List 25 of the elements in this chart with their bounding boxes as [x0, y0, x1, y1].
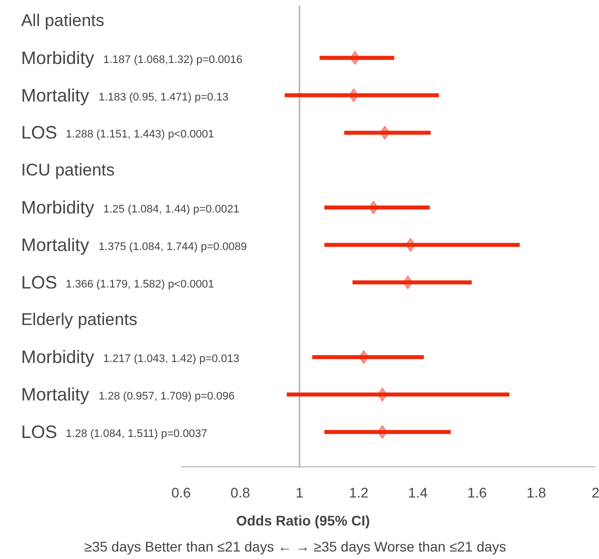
x-axis-title: Odds Ratio (95% CI) — [236, 512, 370, 528]
point — [402, 275, 413, 290]
x-tick-label: 0.6 — [171, 484, 192, 500]
y-tick-label: Mortality 1.183 (0.95, 1.471) p=0.13 — [21, 85, 229, 106]
text: ≥35 days Better than ≤21 days ← → ≥35 days Worse than ≤21 days — [84, 538, 506, 554]
x-tick-label: 1.8 — [526, 484, 546, 500]
y-tick-label: All patients — [21, 10, 104, 30]
x-tick-label: 1.4 — [408, 484, 428, 500]
x-tick-label: 2 — [592, 484, 599, 500]
y-tick-label: Mortality 1.28 (0.957, 1.709) p=0.096 — [21, 384, 235, 405]
y-tick-label: Morbidity 1.25 (1.084, 1.44) p=0.0021 — [21, 198, 240, 218]
y-tick-label: ICU patients — [21, 160, 115, 180]
x-tick-label: 1.6 — [467, 484, 488, 500]
y-tick-label: Morbidity 1.187 (1.068,1.32) p=0.0016 — [21, 48, 242, 68]
y-tick-label: Morbidity 1.217 (1.043, 1.42) p=0.013 — [21, 347, 240, 368]
point — [380, 126, 390, 140]
y-tick-label: Mortality 1.375 (1.084, 1.744) p=0.0089 — [21, 234, 247, 255]
y-tick-label: LOS 1.366 (1.179, 1.582) p<0.0001 — [21, 272, 214, 292]
x-tick-label: 1.2 — [348, 484, 369, 500]
y-tick-label: Elderly patients — [21, 310, 138, 330]
y-tick-label: LOS 1.28 (1.084, 1.511) p=0.0037 — [21, 422, 208, 442]
point — [358, 350, 369, 364]
y-tick-label: LOS 1.288 (1.151, 1.443) p<0.0001 — [21, 122, 214, 143]
x-tick-label: 1 — [296, 484, 304, 500]
x-tick-label: 0.8 — [230, 484, 250, 500]
